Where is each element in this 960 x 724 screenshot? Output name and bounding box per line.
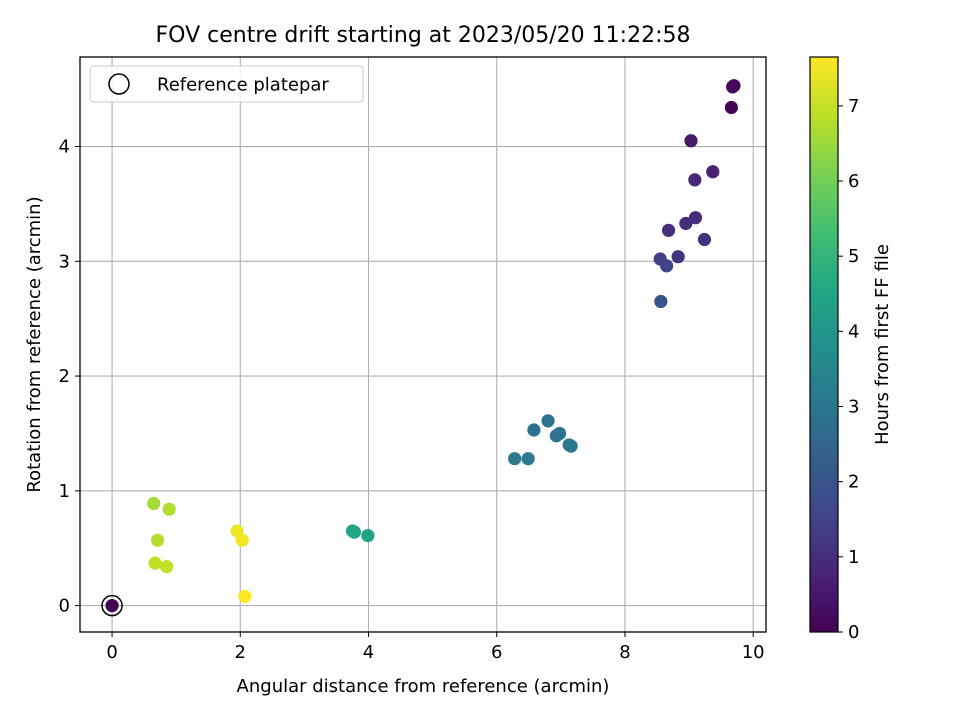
data-points bbox=[105, 79, 741, 613]
data-point bbox=[150, 533, 165, 547]
reference-platepar-marker bbox=[101, 594, 123, 617]
y-axis-ticks: 0 1 2 3 4 bbox=[59, 137, 80, 617]
colorbar-tick-label: 4 bbox=[848, 321, 859, 342]
data-point bbox=[688, 211, 703, 225]
colorbar-tick-label: 3 bbox=[848, 397, 859, 418]
x-axis-label: Angular distance from reference (arcmin) bbox=[237, 676, 610, 697]
data-point bbox=[527, 423, 541, 437]
colorbar-tick-label: 5 bbox=[848, 246, 859, 267]
data-point bbox=[706, 165, 720, 179]
data-point bbox=[564, 439, 578, 453]
x-tick-label: 4 bbox=[363, 642, 374, 663]
data-point bbox=[235, 533, 249, 547]
data-point bbox=[159, 559, 174, 574]
colorbar-label: Hours from first FF file bbox=[872, 244, 893, 445]
data-point bbox=[521, 452, 535, 466]
data-point bbox=[724, 100, 738, 115]
data-point bbox=[654, 294, 668, 309]
y-axis-label: Rotation from reference (arcmin) bbox=[24, 196, 45, 492]
colorbar-tick-label: 0 bbox=[848, 622, 859, 643]
x-tick-label: 0 bbox=[106, 642, 117, 663]
y-tick-label: 4 bbox=[59, 137, 70, 158]
legend-label: Reference platepar bbox=[157, 75, 329, 96]
data-point bbox=[508, 452, 522, 466]
data-point bbox=[661, 223, 676, 237]
y-tick-label: 3 bbox=[59, 251, 70, 272]
data-point bbox=[541, 414, 555, 428]
data-point bbox=[162, 502, 176, 516]
plot-frame bbox=[79, 56, 767, 633]
data-point bbox=[697, 232, 712, 247]
chart-title: FOV centre drift starting at 2023/05/20 … bbox=[156, 23, 691, 48]
x-tick-label: 6 bbox=[491, 642, 502, 663]
data-point bbox=[148, 556, 162, 570]
data-point bbox=[671, 250, 685, 264]
y-tick-label: 0 bbox=[59, 596, 70, 617]
data-point bbox=[679, 216, 693, 231]
y-tick-label: 2 bbox=[59, 366, 70, 387]
x-axis-ticks: 0 2 4 6 8 10 bbox=[106, 632, 765, 663]
data-point bbox=[147, 496, 161, 511]
x-tick-label: 10 bbox=[742, 642, 765, 663]
grid-lines bbox=[80, 57, 766, 632]
x-tick-label: 8 bbox=[619, 642, 630, 663]
colorbar-tick-label: 1 bbox=[848, 547, 859, 568]
data-point bbox=[726, 80, 740, 94]
colorbar-tick-label: 2 bbox=[848, 472, 859, 493]
data-point bbox=[238, 589, 252, 604]
x-tick-label: 2 bbox=[235, 642, 246, 663]
data-point bbox=[549, 429, 563, 443]
data-point bbox=[688, 173, 702, 187]
legend: Reference platepar bbox=[89, 65, 364, 103]
colorbar-tick-label: 6 bbox=[848, 171, 859, 192]
data-point bbox=[684, 134, 698, 148]
data-point bbox=[361, 528, 375, 543]
y-tick-label: 1 bbox=[59, 481, 70, 502]
colorbar-ticks: 0 1 2 3 4 5 6 7 bbox=[838, 96, 859, 643]
legend-box bbox=[89, 65, 364, 103]
colorbar-tick-label: 7 bbox=[848, 96, 859, 117]
data-point bbox=[660, 259, 674, 273]
legend-reference-marker bbox=[108, 73, 130, 95]
colorbar-gradient bbox=[809, 56, 839, 633]
data-point bbox=[347, 525, 361, 539]
reference-marker-group bbox=[101, 594, 123, 617]
colorbar: 0 1 2 3 4 5 6 7 Hours from first FF file bbox=[809, 56, 893, 643]
data-point bbox=[105, 599, 119, 613]
